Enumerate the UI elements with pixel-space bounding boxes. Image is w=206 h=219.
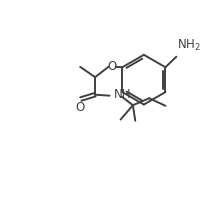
Text: O: O <box>75 101 84 115</box>
Text: NH$_2$: NH$_2$ <box>177 38 201 53</box>
Text: NH: NH <box>114 88 131 101</box>
Text: O: O <box>107 60 117 73</box>
